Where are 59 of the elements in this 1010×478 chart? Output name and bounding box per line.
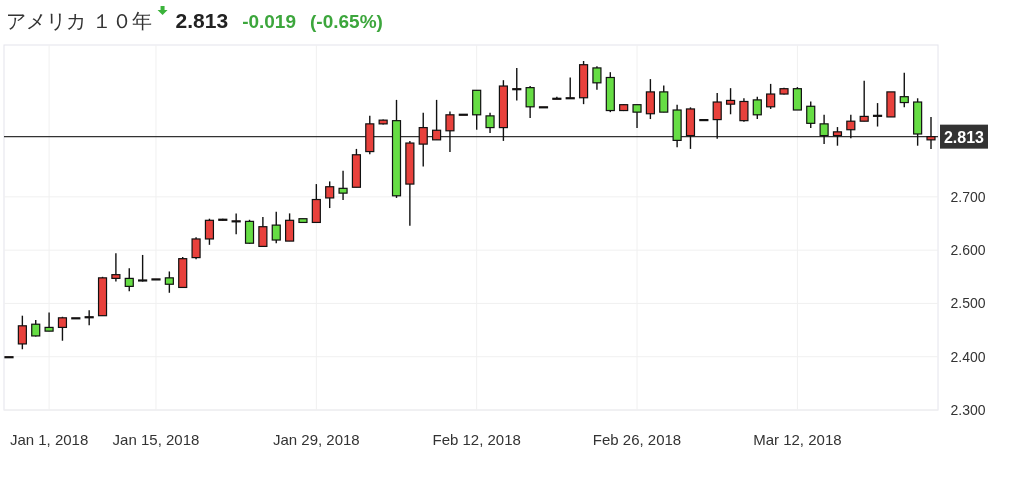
x-tick-label: Feb 26, 2018 (592, 431, 682, 448)
candlestick (271, 211, 281, 244)
y-tick-label: 2.600 (950, 242, 986, 259)
candlestick (832, 126, 843, 147)
x-tick-label: Jan 1, 2018 (9, 431, 89, 448)
candlestick (659, 84, 669, 113)
candlestick (285, 212, 295, 242)
candlestick (792, 86, 802, 111)
candlestick (872, 102, 883, 128)
candlestick (164, 270, 174, 294)
candlestick (899, 72, 909, 109)
candlestick (204, 218, 215, 246)
candlestick (111, 252, 121, 283)
candlestick (84, 309, 94, 326)
candlestick (846, 114, 856, 139)
candlestick (512, 67, 522, 102)
chart-title: アメリカ １０年 (6, 10, 152, 32)
text: -0.019 (242, 11, 296, 32)
candlestick (752, 95, 762, 120)
candlestick (632, 103, 642, 129)
candlestick (124, 267, 134, 292)
candlestick (258, 216, 268, 248)
y-tick-label: 2.400 (950, 348, 986, 365)
candlestick (592, 65, 602, 91)
candlestick (806, 100, 816, 129)
y-tick-label: 2.300 (950, 402, 986, 418)
candlestick (191, 236, 201, 260)
text: (-0.65%) (310, 11, 383, 32)
candlestick (231, 212, 241, 235)
candlestick (418, 111, 428, 168)
candlestick (44, 311, 54, 332)
candlestick (725, 87, 736, 115)
y-tick-label: 2.700 (950, 188, 986, 205)
x-tick-label: Jan 15, 2018 (112, 431, 200, 448)
candlestick (325, 180, 335, 209)
candlestick (445, 110, 455, 153)
y-tick-label: 2.500 (950, 295, 986, 312)
candlestick (739, 97, 749, 123)
candlestick (431, 99, 442, 141)
ref-line-label: 2.813 (943, 128, 985, 146)
candlestick (766, 83, 776, 110)
candlestick (338, 170, 348, 201)
candlestick (859, 80, 869, 122)
candlestick (565, 76, 575, 100)
candlestick (138, 254, 148, 283)
candlestick (525, 85, 535, 119)
x-tick-label: Mar 12, 2018 (753, 431, 842, 448)
candlestick (485, 111, 495, 134)
candlestick (17, 314, 27, 350)
candlestick (645, 78, 655, 120)
candlestick (552, 95, 562, 100)
candlestick (712, 92, 722, 140)
candlestick (819, 114, 829, 145)
x-tick-label: Feb 12, 2018 (432, 431, 521, 448)
candlestick (244, 219, 255, 245)
candlestick (926, 116, 936, 150)
candlestick (311, 183, 321, 224)
x-tick-label: Jan 29, 2018 (272, 431, 360, 448)
text: 2.813 (175, 9, 229, 32)
